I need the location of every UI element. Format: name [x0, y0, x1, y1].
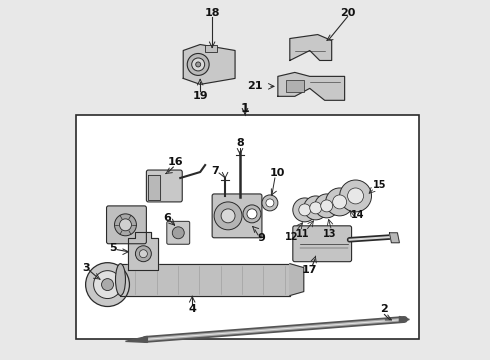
Text: 12: 12	[285, 232, 298, 242]
Text: 20: 20	[340, 8, 355, 18]
Circle shape	[140, 250, 147, 258]
Polygon shape	[278, 72, 344, 100]
FancyBboxPatch shape	[167, 221, 190, 244]
Circle shape	[101, 279, 114, 291]
Text: 21: 21	[247, 81, 263, 91]
Circle shape	[262, 195, 278, 211]
Polygon shape	[183, 45, 235, 84]
Text: 9: 9	[257, 233, 265, 243]
Ellipse shape	[116, 264, 125, 296]
FancyBboxPatch shape	[293, 226, 352, 262]
Text: 8: 8	[236, 138, 244, 148]
Circle shape	[221, 209, 235, 223]
Circle shape	[299, 204, 311, 216]
FancyBboxPatch shape	[147, 170, 182, 202]
FancyBboxPatch shape	[106, 206, 147, 244]
Polygon shape	[290, 35, 332, 60]
Polygon shape	[290, 264, 304, 296]
Ellipse shape	[187, 54, 209, 75]
Text: 5: 5	[109, 243, 116, 253]
Text: 14: 14	[351, 210, 364, 220]
Bar	[75, 115, 419, 339]
Circle shape	[135, 246, 151, 262]
Ellipse shape	[196, 62, 201, 67]
Circle shape	[214, 202, 242, 230]
Text: 2: 2	[381, 305, 389, 315]
FancyBboxPatch shape	[212, 194, 262, 238]
Text: 4: 4	[188, 305, 196, 315]
Text: 15: 15	[373, 180, 386, 190]
Circle shape	[310, 202, 322, 214]
Circle shape	[247, 209, 257, 219]
Circle shape	[293, 198, 317, 222]
Circle shape	[321, 200, 333, 212]
Text: 6: 6	[163, 213, 171, 223]
Polygon shape	[125, 336, 147, 342]
Ellipse shape	[192, 58, 205, 71]
Circle shape	[86, 263, 129, 306]
Bar	[205, 45, 217, 53]
Text: 3: 3	[83, 263, 91, 273]
Circle shape	[266, 199, 274, 207]
Circle shape	[315, 194, 339, 218]
Text: 19: 19	[193, 91, 208, 101]
Circle shape	[120, 219, 131, 231]
Circle shape	[340, 180, 371, 212]
Circle shape	[115, 214, 136, 236]
Text: 18: 18	[204, 8, 220, 18]
Text: 16: 16	[168, 157, 183, 167]
Text: 11: 11	[296, 229, 310, 239]
Text: 13: 13	[323, 229, 337, 239]
Bar	[286, 80, 304, 92]
Circle shape	[347, 188, 364, 204]
Polygon shape	[121, 264, 290, 296]
Text: 7: 7	[211, 166, 219, 176]
Text: 1: 1	[241, 102, 249, 115]
Circle shape	[94, 271, 122, 298]
Circle shape	[304, 196, 328, 220]
Circle shape	[243, 205, 261, 223]
Circle shape	[326, 188, 354, 216]
Polygon shape	[399, 316, 409, 323]
Text: 10: 10	[270, 168, 286, 178]
Polygon shape	[390, 233, 399, 243]
Circle shape	[333, 195, 346, 209]
Polygon shape	[148, 175, 160, 200]
Polygon shape	[128, 232, 158, 270]
Circle shape	[172, 227, 184, 239]
Text: 17: 17	[302, 265, 318, 275]
